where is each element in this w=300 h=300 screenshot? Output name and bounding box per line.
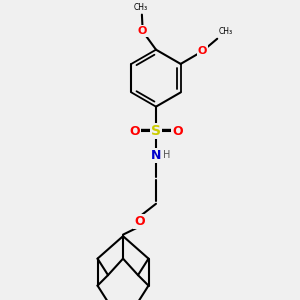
Text: S: S: [151, 124, 161, 138]
Text: O: O: [138, 26, 147, 36]
Text: H: H: [163, 150, 170, 160]
Text: O: O: [134, 215, 145, 228]
Text: CH₃: CH₃: [133, 3, 148, 12]
Text: O: O: [172, 125, 183, 138]
Text: N: N: [151, 149, 161, 162]
Text: O: O: [198, 46, 207, 56]
Text: O: O: [129, 125, 140, 138]
Text: CH₃: CH₃: [219, 27, 233, 36]
